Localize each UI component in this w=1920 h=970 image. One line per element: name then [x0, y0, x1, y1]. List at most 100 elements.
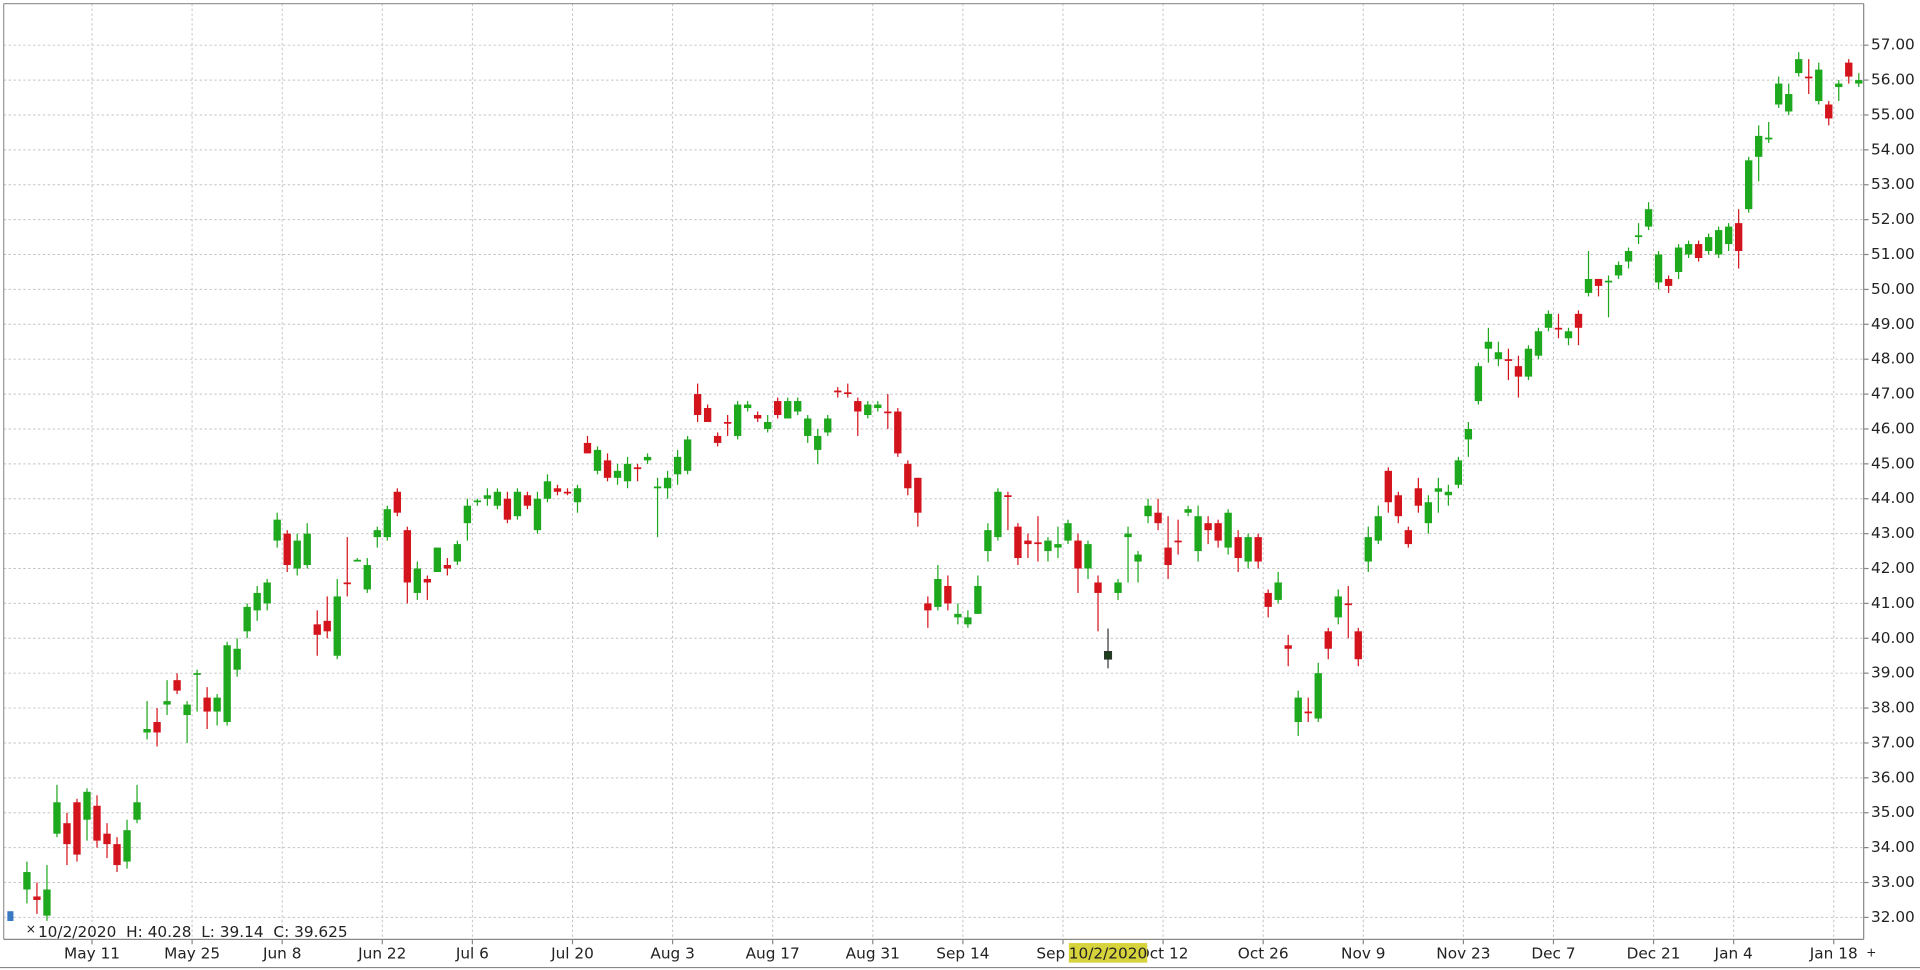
candle-body [1494, 352, 1503, 360]
candle-body [1574, 313, 1583, 328]
candle-body [453, 544, 462, 562]
candle-body [653, 486, 662, 489]
x-tick-label: Nov 23 [1436, 945, 1490, 963]
candle-body [1304, 711, 1312, 714]
candle-body [23, 872, 31, 890]
candle-body [583, 442, 592, 454]
candle-body [93, 805, 101, 841]
x-tick-label: Jun 8 [262, 945, 301, 963]
candle-body [233, 648, 241, 670]
candle-body [1785, 94, 1793, 112]
candle-body [1114, 582, 1122, 593]
candle-body [353, 559, 361, 562]
candle-body [1424, 502, 1433, 524]
candle-body [473, 500, 482, 503]
y-tick-label: 52.00 [1871, 210, 1915, 228]
y-tick-label: 32.00 [1871, 908, 1915, 926]
candle-body [493, 491, 502, 506]
tool-icon[interactable] [7, 911, 14, 922]
x-tick-label: May 11 [64, 945, 120, 963]
candle-body [153, 722, 161, 733]
candle-body [804, 418, 812, 436]
axis-corner: + [1866, 945, 1876, 959]
info-date: 10/2/2020 [38, 923, 116, 941]
candle-body [1474, 366, 1483, 402]
crosshair-date-box [1068, 943, 1148, 963]
candle-body [1084, 544, 1092, 569]
candle-body [1504, 359, 1513, 361]
candle-body [1414, 488, 1423, 506]
candle-body [1294, 697, 1302, 723]
candle-body [934, 578, 942, 607]
x-tick-label: Nov 9 [1341, 945, 1385, 963]
candle-body [253, 592, 261, 611]
candle-body [413, 568, 422, 593]
candle-body [143, 729, 151, 733]
candle-body [1204, 523, 1212, 531]
axes: 32.00 33.00 34.00 35.00 36.00 37.00 38.00 39.00… [64, 36, 1915, 963]
y-tick-label: 34.00 [1871, 838, 1915, 856]
candle-body [1224, 512, 1232, 548]
candle-body [1024, 540, 1032, 545]
y-tick-label: 57.00 [1871, 36, 1915, 54]
candle-body [1184, 509, 1192, 513]
candle-body [613, 470, 622, 478]
candle-body [273, 519, 281, 541]
candle-body [463, 505, 472, 524]
candle-body [343, 582, 351, 585]
candle-body [53, 802, 61, 834]
candle-body [423, 578, 432, 583]
x-tick-label: Jun 22 [357, 945, 406, 963]
candle-body [1234, 537, 1242, 559]
candle-body [1434, 488, 1443, 492]
candle-body [163, 701, 171, 705]
candle-body [1264, 592, 1272, 607]
candle-body [1164, 547, 1172, 566]
x-tick-label: Jan 18 [1809, 945, 1858, 963]
info-close: C: 39.625 [273, 923, 347, 941]
candle-body [1855, 80, 1863, 84]
candle-body [944, 585, 952, 604]
x-tick-label: Jan 4 [1714, 945, 1753, 963]
y-tick-label: 42.00 [1871, 559, 1915, 577]
candle-body [1154, 512, 1162, 524]
candle-body [1174, 540, 1182, 543]
candle-body [63, 823, 71, 845]
candle-body [103, 833, 111, 845]
y-tick-label: 55.00 [1871, 105, 1915, 123]
candle-body [83, 791, 91, 820]
candle-body [1014, 526, 1022, 559]
candle-body [1704, 237, 1713, 252]
candle-body [1274, 582, 1282, 600]
candle-body [1344, 603, 1352, 606]
candle-body [593, 449, 602, 471]
y-tick-label: 46.00 [1871, 419, 1915, 437]
candles [23, 52, 1863, 921]
candle-body [844, 392, 852, 395]
candle-body [123, 830, 131, 862]
candle-body [1805, 76, 1813, 79]
candle-body [733, 404, 742, 436]
candle-body [723, 421, 732, 424]
candle-body [213, 697, 221, 712]
candle-body [1334, 596, 1342, 618]
candle-body [203, 697, 211, 712]
candle-body [1324, 631, 1332, 649]
y-tick-label: 50.00 [1871, 280, 1915, 298]
candle-body [894, 411, 902, 454]
close-info[interactable]: × [26, 922, 36, 936]
candle-body [1064, 523, 1072, 541]
candle-body [553, 488, 562, 492]
candle-body [954, 613, 962, 618]
y-tick-label: 40.00 [1871, 629, 1915, 647]
candle-body [1765, 137, 1773, 140]
candle-body [43, 889, 51, 916]
candle-body [543, 481, 552, 499]
x-tick-label: Oct 26 [1238, 945, 1289, 963]
x-tick-label: Dec 7 [1531, 945, 1575, 963]
candle-body [1714, 230, 1723, 255]
candle-body [1514, 366, 1523, 377]
candle-body [914, 477, 922, 513]
candle-body [1004, 495, 1012, 497]
